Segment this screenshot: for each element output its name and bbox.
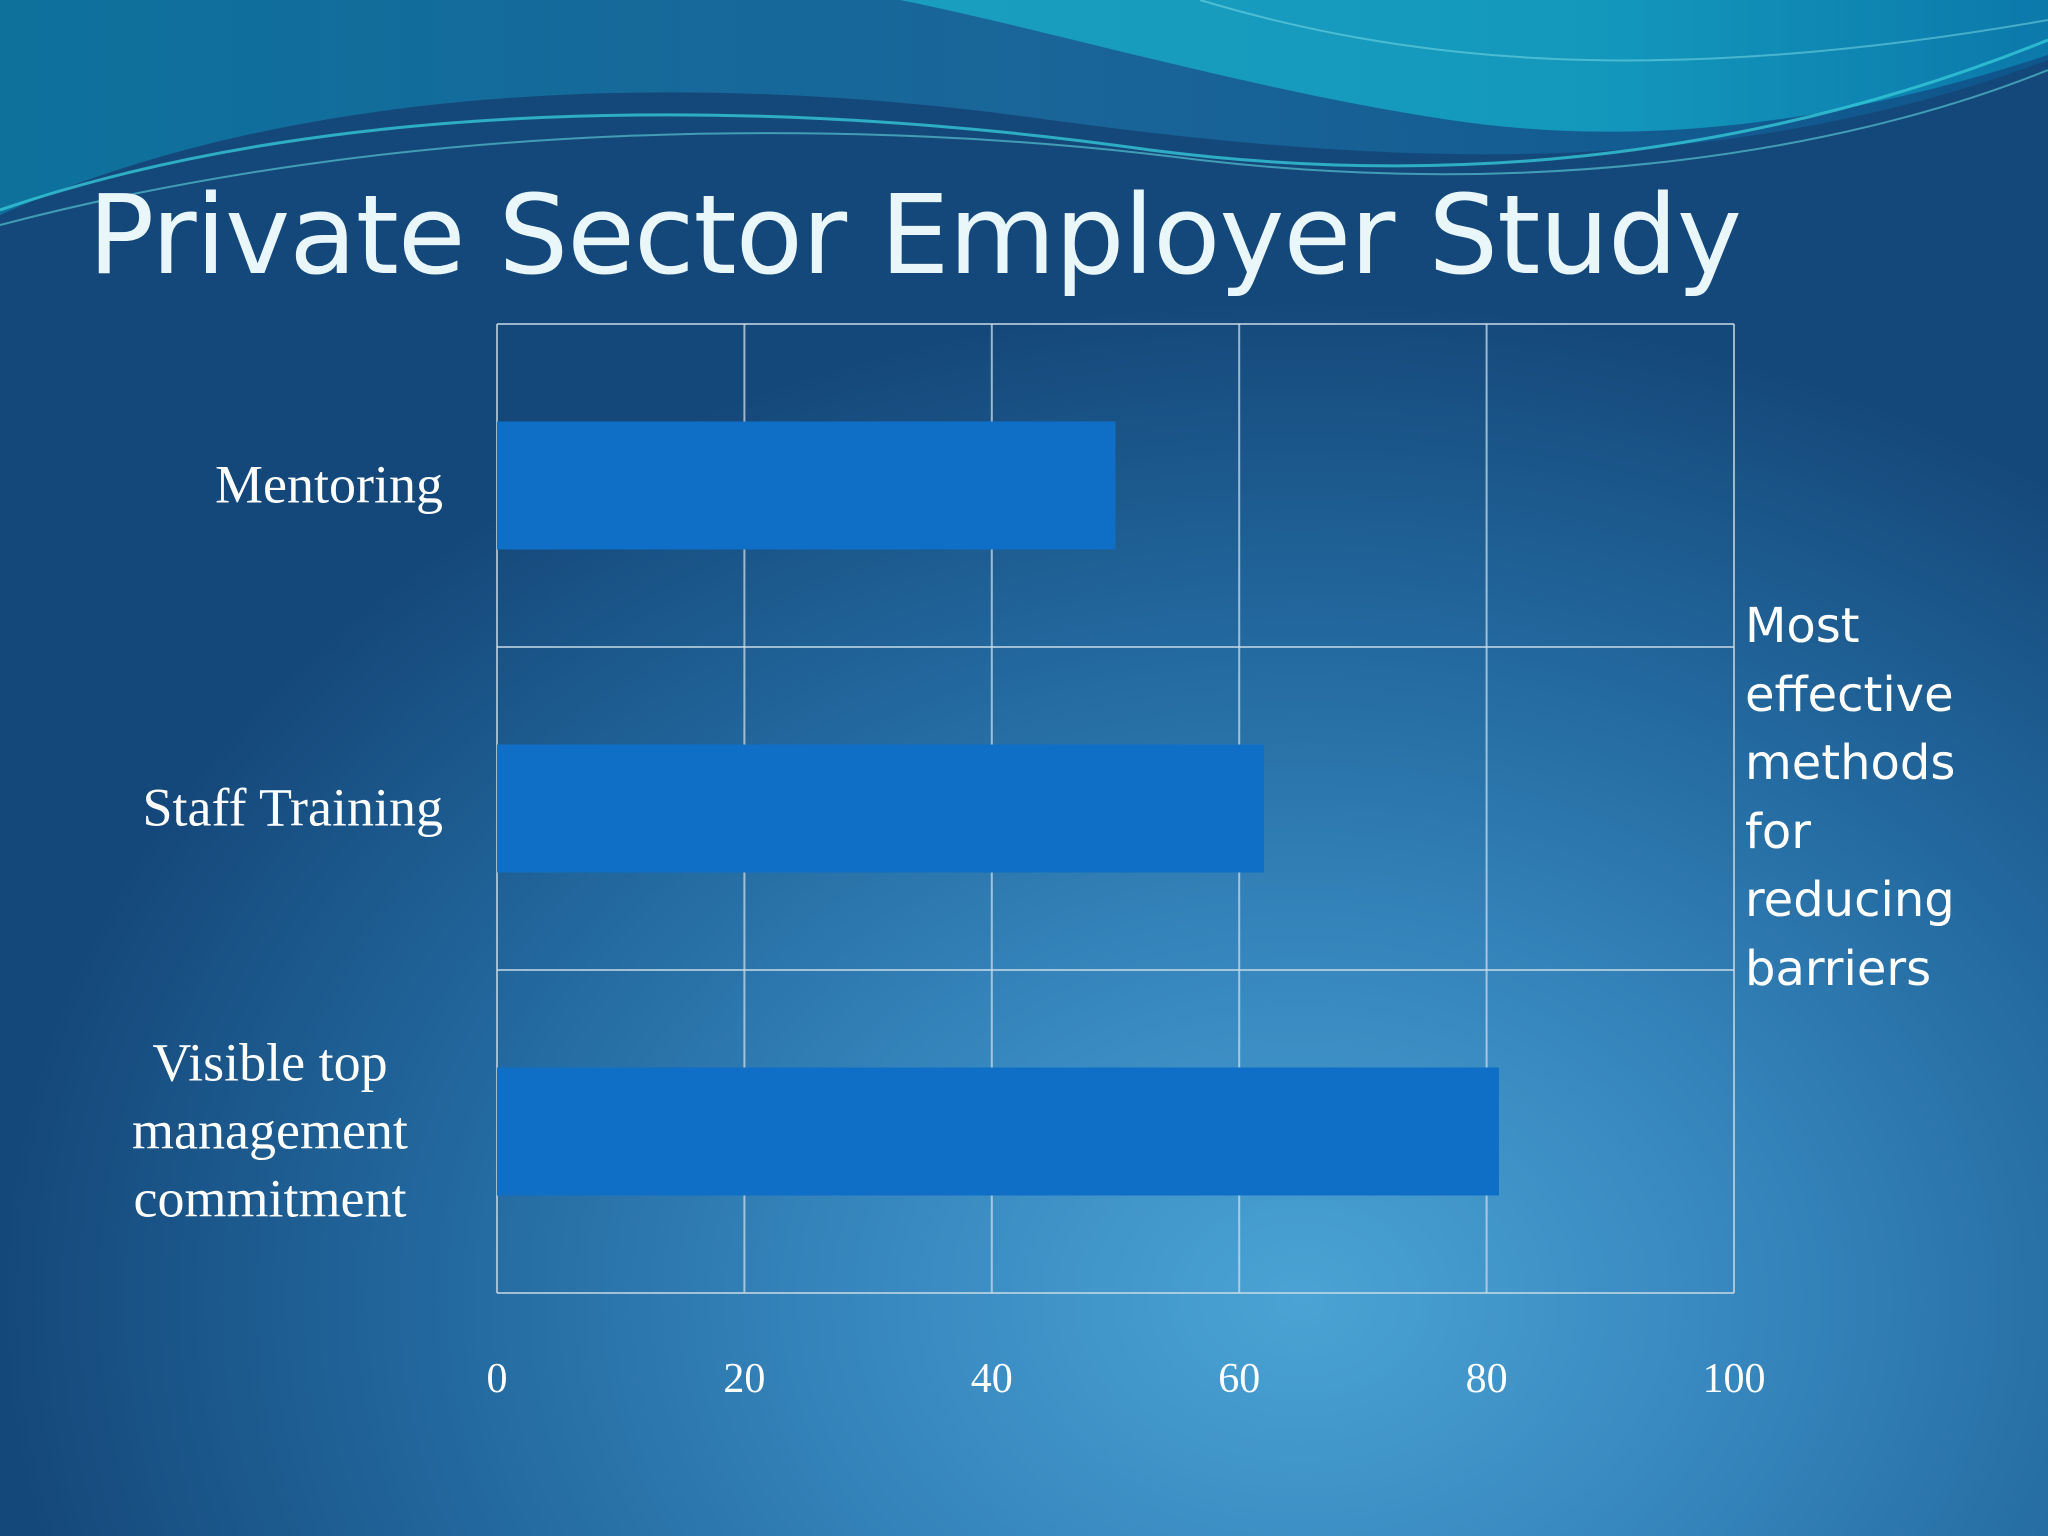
- x-tick-label: 0: [487, 1356, 508, 1402]
- x-tick-label: 100: [1703, 1356, 1766, 1402]
- x-tick-label: 40: [971, 1356, 1013, 1402]
- chart-tick-labels: 0 20 40 60 80 100: [487, 1356, 1766, 1402]
- wave-line-3: [1199, 0, 2048, 62]
- wave-teal-band: [900, 0, 2048, 132]
- wave-line-2: [0, 69, 2048, 226]
- chart-bars: [497, 421, 1499, 1196]
- category-label: Mentoring: [215, 455, 443, 515]
- x-tick-label: 20: [723, 1356, 765, 1402]
- chart-category-labels: Mentoring Staff Training Visible top manage…: [132, 455, 443, 1229]
- x-tick-label: 60: [1218, 1356, 1260, 1402]
- chart-side-note: Most effective methods for reducing barr…: [1745, 598, 1956, 997]
- category-label: Staff Training: [142, 778, 443, 838]
- category-label: Visible top management commitment: [132, 1033, 408, 1229]
- bar-staff-training: [497, 744, 1264, 873]
- slide-title: Private Sector Employer Study: [88, 171, 1742, 299]
- bar-visible-top-management-commitment: [497, 1067, 1499, 1196]
- x-tick-label: 80: [1466, 1356, 1508, 1402]
- bar-mentoring: [497, 421, 1116, 550]
- wave-line-1: [0, 38, 2048, 212]
